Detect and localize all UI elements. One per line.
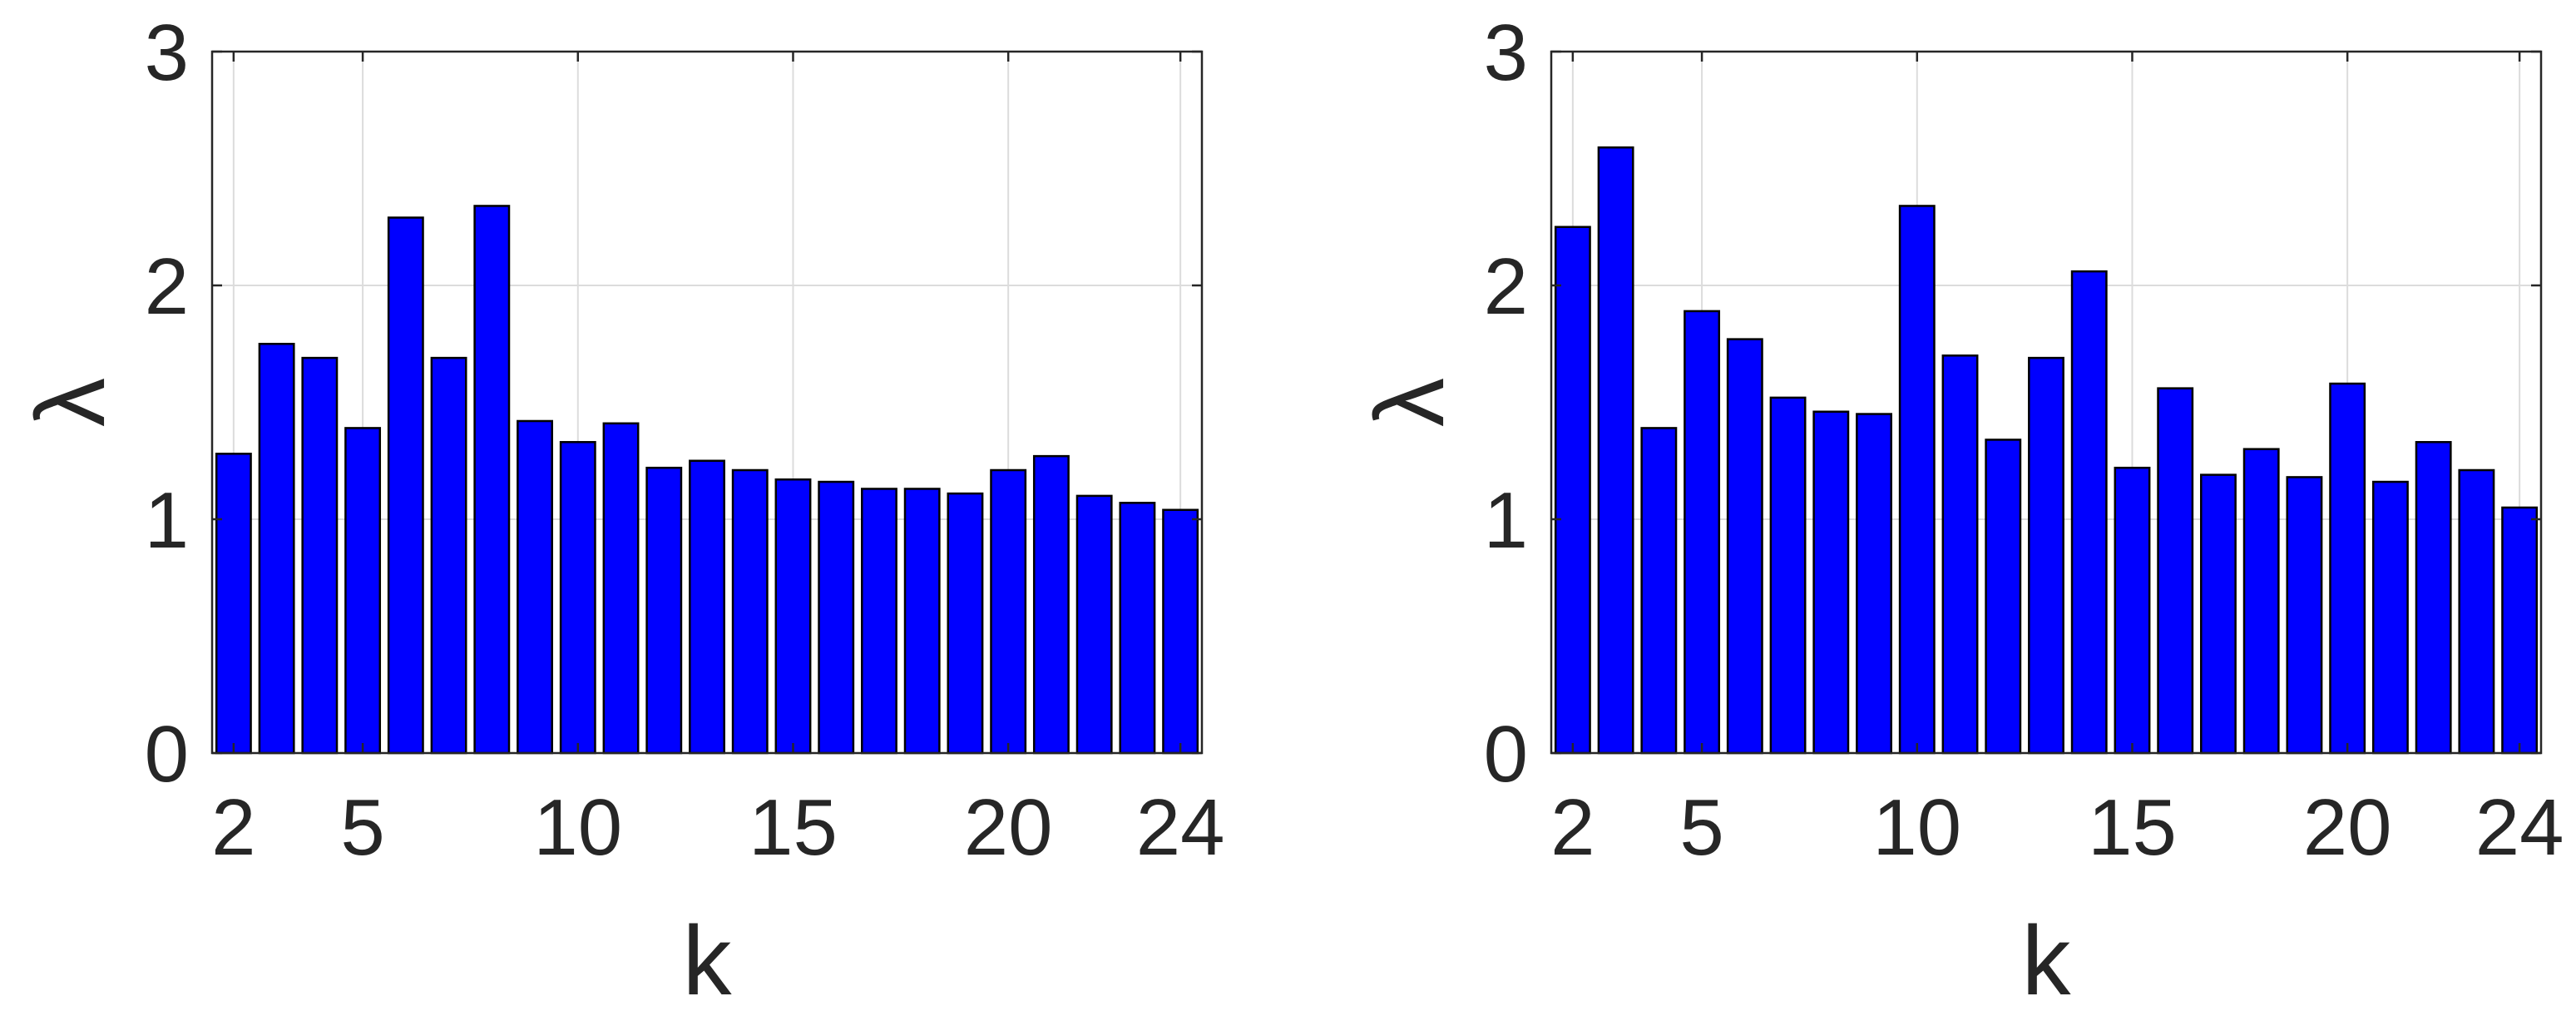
bar-k-9 xyxy=(517,419,553,755)
bar-k-11 xyxy=(1941,354,1979,755)
y-tick-label: 3 xyxy=(145,8,189,97)
bar-k-22 xyxy=(1075,494,1113,755)
bar-k-8 xyxy=(473,205,511,755)
x-tick-label: 24 xyxy=(1136,783,1225,872)
bar-k-11 xyxy=(602,422,640,755)
bar-k-21 xyxy=(2371,480,2409,755)
x-tick-label: 15 xyxy=(749,783,838,872)
bar-k-9 xyxy=(1856,413,1892,755)
bar-k-24 xyxy=(1162,508,1199,755)
x-tick-label: 2 xyxy=(211,783,255,872)
y-axis-label: λ xyxy=(1355,378,1465,427)
bar-k-6 xyxy=(1726,338,1763,755)
x-axis-label: k xyxy=(2022,906,2072,1016)
bar-k-2 xyxy=(1554,226,1591,755)
bar-k-20 xyxy=(990,468,1027,755)
bar-k-15 xyxy=(774,478,812,755)
bar-k-3 xyxy=(258,343,295,755)
x-tick-label: 20 xyxy=(2303,783,2392,872)
bar-k-19 xyxy=(2286,476,2323,755)
bar-k-14 xyxy=(2070,270,2108,755)
bar-k-23 xyxy=(2458,468,2495,755)
bar-k-17 xyxy=(2200,473,2237,755)
bar-k-12 xyxy=(1985,439,2022,755)
x-tick-label: 24 xyxy=(2475,783,2564,872)
bar-k-2 xyxy=(215,453,252,755)
y-tick-label: 2 xyxy=(145,242,189,331)
bar-k-16 xyxy=(818,480,855,755)
axes-box xyxy=(1550,50,2543,755)
bar-k-4 xyxy=(301,356,339,755)
bar-k-7 xyxy=(1769,396,1807,755)
x-tick-label: 2 xyxy=(1550,783,1595,872)
bar-k-10 xyxy=(559,441,596,755)
bar-k-13 xyxy=(689,459,725,755)
bar-k-23 xyxy=(1119,502,1156,755)
y-tick-label: 2 xyxy=(1484,242,1528,331)
y-tick-label: 0 xyxy=(145,710,189,799)
bar-k-8 xyxy=(1812,410,1850,755)
y-tick-label: 1 xyxy=(145,476,189,565)
bar-k-5 xyxy=(1684,310,1721,755)
axes-box xyxy=(210,50,1204,755)
bar-k-20 xyxy=(2329,382,2366,755)
bar-k-3 xyxy=(1597,146,1634,755)
y-tick-label: 0 xyxy=(1484,710,1528,799)
y-tick-label: 1 xyxy=(1484,476,1528,565)
y-axis-label: λ xyxy=(16,378,126,427)
x-tick-label: 15 xyxy=(2088,783,2177,872)
x-tick-label: 5 xyxy=(1679,783,1723,872)
bar-k-12 xyxy=(645,466,683,755)
bar-k-21 xyxy=(1032,454,1070,755)
x-tick-label: 20 xyxy=(964,783,1053,872)
x-tick-label: 5 xyxy=(340,783,384,872)
bar-k-7 xyxy=(430,356,467,755)
bar-k-18 xyxy=(2242,448,2280,755)
bar-k-19 xyxy=(947,492,984,755)
bar-k-4 xyxy=(1640,427,1678,755)
bar-k-24 xyxy=(2501,506,2539,755)
x-axis-label: k xyxy=(683,906,733,1016)
bar-k-14 xyxy=(731,468,769,755)
x-tick-label: 10 xyxy=(533,783,622,872)
bar-k-5 xyxy=(344,427,382,755)
bar-k-13 xyxy=(2028,356,2064,755)
bar-k-10 xyxy=(1898,205,1936,755)
bar-k-17 xyxy=(861,488,897,755)
y-tick-label: 3 xyxy=(1484,8,1528,97)
bar-k-18 xyxy=(903,488,941,755)
bar-k-22 xyxy=(2415,441,2452,755)
bar-k-16 xyxy=(2157,387,2194,755)
bar-k-6 xyxy=(387,216,424,755)
x-tick-label: 10 xyxy=(1872,783,1961,872)
bar-k-15 xyxy=(2114,466,2151,755)
